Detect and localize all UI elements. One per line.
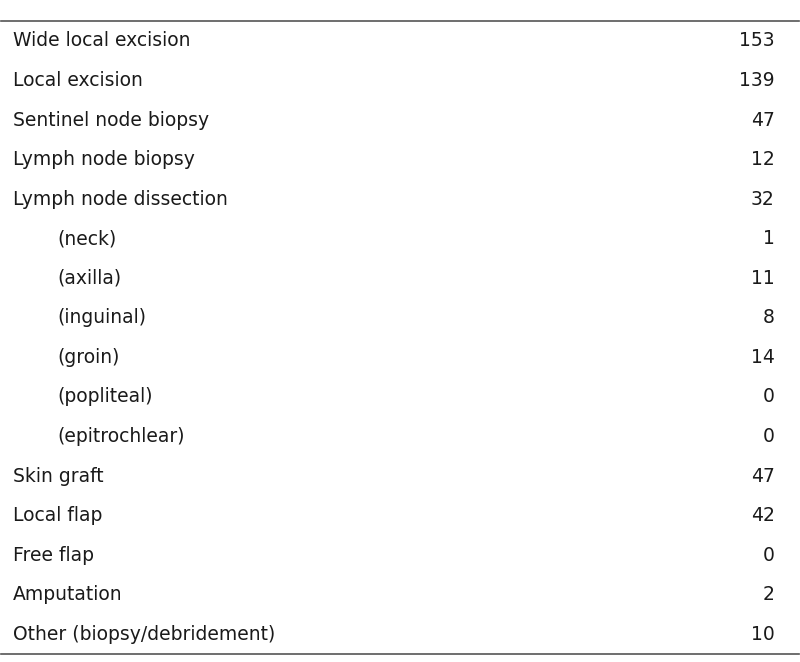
Text: 0: 0 [763,545,774,565]
Text: 8: 8 [763,308,774,327]
Text: 153: 153 [739,31,774,50]
Text: 10: 10 [751,625,774,643]
Text: 2: 2 [763,585,774,604]
Text: (epitrochlear): (epitrochlear) [57,427,185,446]
Text: 1: 1 [763,229,774,248]
Text: (popliteal): (popliteal) [57,387,153,406]
Text: Other (biopsy/debridement): Other (biopsy/debridement) [14,625,275,643]
Text: 139: 139 [739,71,774,90]
Text: (inguinal): (inguinal) [57,308,146,327]
Text: 47: 47 [751,111,774,130]
Text: 0: 0 [763,387,774,406]
Text: Skin graft: Skin graft [14,467,104,485]
Text: 47: 47 [751,467,774,485]
Text: Sentinel node biopsy: Sentinel node biopsy [14,111,210,130]
Text: Free flap: Free flap [14,545,94,565]
Text: Local flap: Local flap [14,506,102,525]
Text: Local excision: Local excision [14,71,143,90]
Text: Lymph node biopsy: Lymph node biopsy [14,150,195,169]
Text: 32: 32 [751,189,774,209]
Text: Amputation: Amputation [14,585,123,604]
Text: (neck): (neck) [57,229,117,248]
Text: 12: 12 [751,150,774,169]
Text: 11: 11 [751,269,774,288]
Text: Wide local excision: Wide local excision [14,31,191,50]
Text: 0: 0 [763,427,774,446]
Text: (axilla): (axilla) [57,269,122,288]
Text: 42: 42 [751,506,774,525]
Text: (groin): (groin) [57,348,119,367]
Text: Lymph node dissection: Lymph node dissection [14,189,228,209]
Text: 14: 14 [751,348,774,367]
